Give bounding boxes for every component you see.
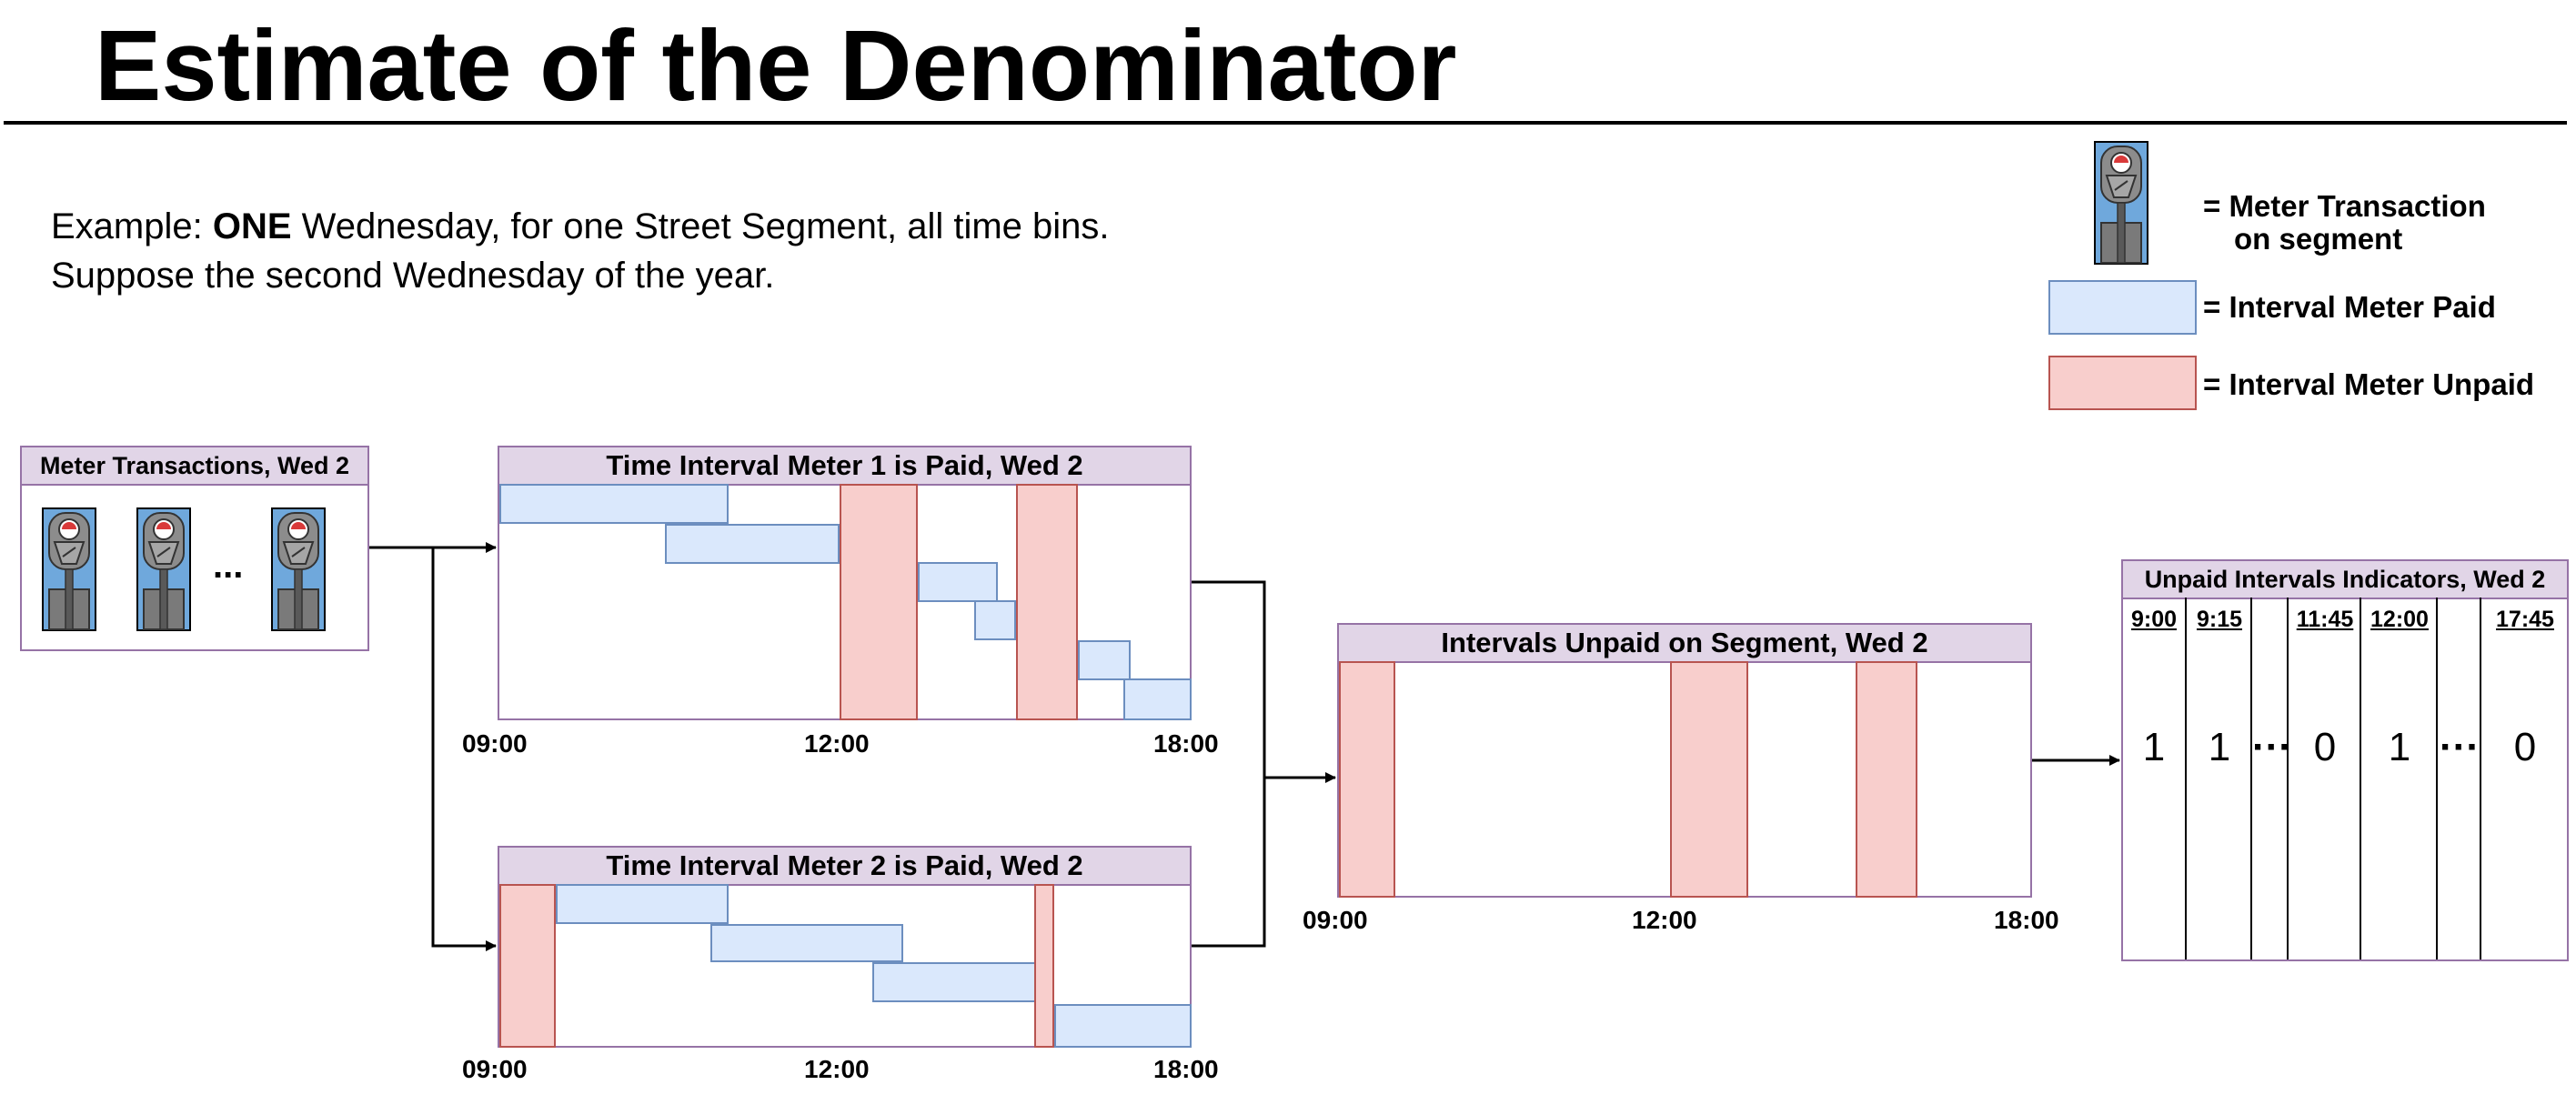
indicator-value: 1 [2388, 725, 2411, 769]
paid-interval [1123, 678, 1192, 720]
indicator-value: 1 [2208, 725, 2231, 769]
indicator-column: 11:45 0 [2287, 598, 2361, 959]
legend-paid-swatch [2048, 280, 2197, 335]
paid-interval [710, 924, 903, 962]
unpaid-interval [1339, 661, 1395, 898]
transactions-ellipsis: ... [213, 546, 244, 586]
paid-interval [556, 884, 729, 924]
title-divider [4, 121, 2567, 125]
parking-meter-icon [136, 507, 191, 631]
unpaid-interval [499, 884, 556, 1048]
meter1-tick-end: 18:00 [1153, 729, 1219, 758]
legend-interval-paid: = Interval Meter Paid [2203, 290, 2496, 324]
example-emphasis: ONE [212, 206, 292, 246]
meter2-tick-start: 09:00 [462, 1055, 528, 1083]
indicator-header: 9:00 [2130, 607, 2178, 632]
legend-meter-transaction-line-1: = Meter Transaction [2203, 189, 2486, 223]
parking-meter-icon [42, 507, 96, 631]
indicator-ellipsis: ··· [2252, 725, 2292, 769]
paid-interval [974, 600, 1016, 640]
example-line-1: Example: ONE Wednesday, for one Street S… [51, 202, 1110, 251]
segment-tick-start: 09:00 [1303, 906, 1368, 934]
meter1-tick-mid: 12:00 [804, 729, 870, 758]
merge-connector [1192, 580, 1266, 948]
paid-interval [918, 562, 998, 602]
indicator-column: ··· [2250, 598, 2292, 959]
meter2-panel-title: Time Interval Meter 2 is Paid, Wed 2 [499, 848, 1190, 886]
paid-interval [1078, 640, 1131, 680]
indicator-column: 9:00 1 [2123, 598, 2185, 959]
indicator-header: 9:15 [2196, 607, 2243, 632]
segment-tick-end: 18:00 [1994, 906, 2059, 934]
segment-tick-mid: 12:00 [1632, 906, 1697, 934]
indicator-header: 17:45 [2496, 607, 2554, 632]
indicator-column: 9:15 1 [2185, 598, 2252, 959]
indicator-value: 0 [2313, 725, 2337, 769]
indicator-column: ··· [2436, 598, 2481, 959]
example-description: Example: ONE Wednesday, for one Street S… [51, 202, 1110, 300]
meter2-paid-panel: Time Interval Meter 2 is Paid, Wed 2 [498, 846, 1192, 1048]
legend-meter-transaction-line-2: on segment [2234, 222, 2403, 256]
arrow-to-meter2 [431, 547, 497, 951]
indicator-ellipsis: ··· [2440, 725, 2480, 769]
example-line-2: Suppose the second Wednesday of the year… [51, 256, 775, 296]
unpaid-interval [1034, 884, 1054, 1048]
indicator-header: 12:00 [2370, 607, 2429, 632]
example-prefix: Example: [51, 206, 213, 246]
page-title: Estimate of the Denominator [95, 10, 1457, 122]
indicator-column: 12:00 1 [2360, 598, 2438, 959]
legend-interval-unpaid: = Interval Meter Unpaid [2203, 367, 2535, 401]
parking-meter-icon [271, 507, 326, 631]
unpaid-interval [1016, 484, 1078, 720]
indicator-value: 0 [2513, 725, 2537, 769]
legend: = Meter Transaction on segment = Interva… [2047, 141, 2574, 414]
meter2-tick-end: 18:00 [1153, 1055, 1219, 1083]
segment-panel-title: Intervals Unpaid on Segment, Wed 2 [1339, 625, 2030, 663]
meter1-paid-panel: Time Interval Meter 1 is Paid, Wed 2 [498, 446, 1192, 720]
meter1-panel-title: Time Interval Meter 1 is Paid, Wed 2 [499, 447, 1190, 486]
legend-meter-transaction: = Meter Transaction on segment [2203, 190, 2486, 256]
indicator-value: 1 [2142, 725, 2166, 769]
paid-interval [665, 524, 840, 564]
meter-transactions-panel: Meter Transactions, Wed 2 ... [20, 446, 369, 651]
parking-meter-icon [2094, 141, 2148, 265]
paid-interval [872, 962, 1036, 1002]
unpaid-interval [1856, 661, 1917, 898]
unpaid-interval [1670, 661, 1748, 898]
meter-transactions-title: Meter Transactions, Wed 2 [22, 447, 367, 486]
unpaid-interval [840, 484, 918, 720]
indicator-header: 11:45 [2296, 607, 2354, 632]
example-line-1-rest: Wednesday, for one Street Segment, all t… [291, 206, 1110, 246]
indicator-column: 17:45 0 [2480, 598, 2569, 959]
indicators-panel-title: Unpaid Intervals Indicators, Wed 2 [2123, 561, 2567, 599]
paid-interval [1054, 1004, 1192, 1048]
segment-unpaid-panel: Intervals Unpaid on Segment, Wed 2 [1337, 623, 2032, 898]
meter1-tick-start: 09:00 [462, 729, 528, 758]
meter2-tick-mid: 12:00 [804, 1055, 870, 1083]
paid-interval [499, 484, 729, 524]
unpaid-indicators-panel: Unpaid Intervals Indicators, Wed 2 9:00 … [2121, 559, 2569, 961]
legend-unpaid-swatch [2048, 356, 2197, 410]
